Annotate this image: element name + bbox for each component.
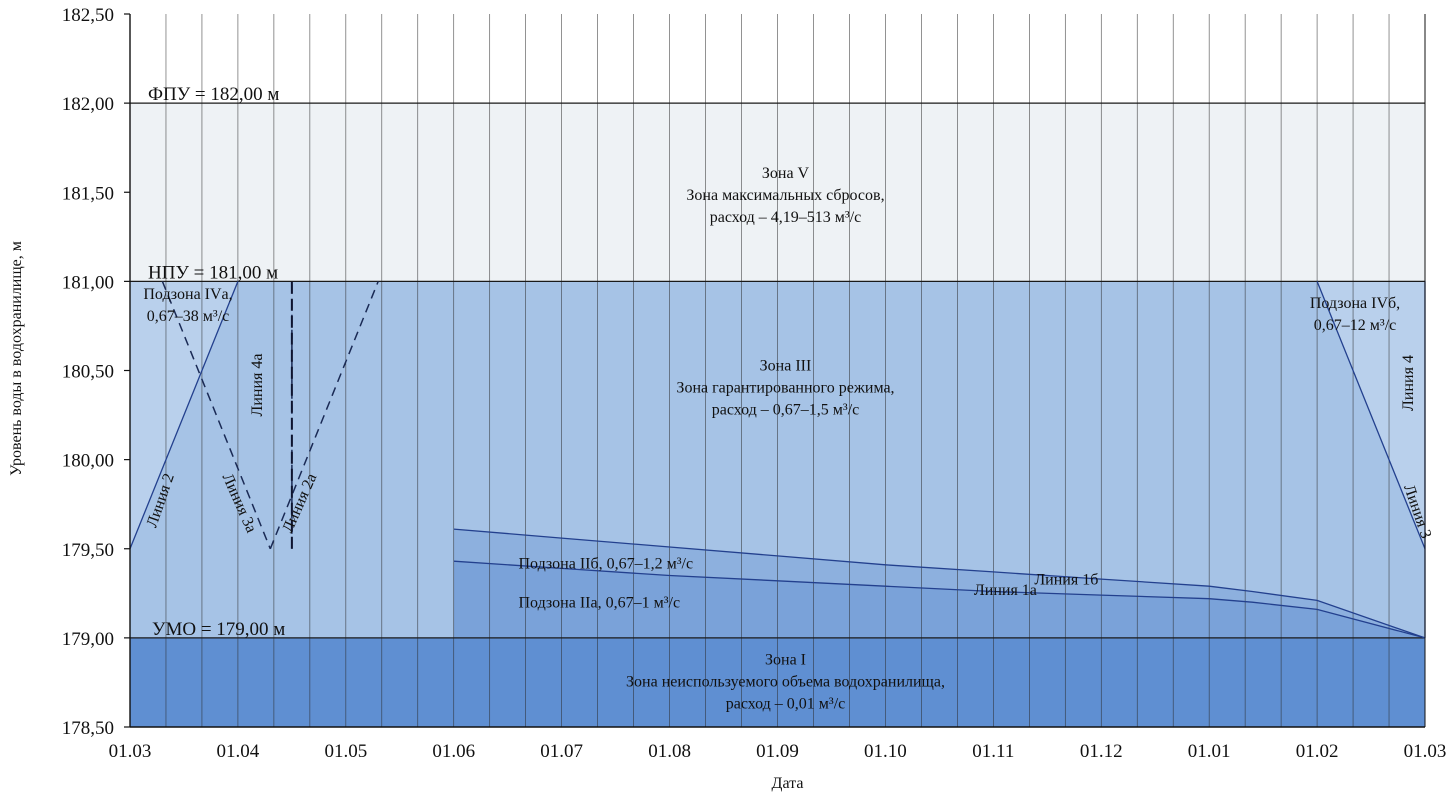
x-tick-label: 01.03 (1404, 741, 1447, 762)
series-Линия 1а (453, 560, 1426, 639)
x-tick-label: 01.12 (1080, 741, 1123, 762)
zone-text-sub_iva: Подзона IVа, (143, 286, 232, 303)
series-Линия 2а (269, 281, 379, 550)
x-tick-label: 01.04 (217, 741, 260, 762)
zone-text-zone_v: Зона V (762, 165, 810, 182)
x-tick-label: 01.09 (756, 741, 799, 762)
y-tick-label: 179,50 (62, 540, 114, 561)
level-label-npu: НПУ = 181,00 м (148, 262, 278, 283)
zone-text-sub_ivb: 0,67–12 м³/с (1314, 317, 1396, 334)
series-Линия 1б (453, 528, 1426, 639)
x-tick-label: 01.11 (972, 741, 1014, 762)
x-tick-label: 01.03 (109, 741, 152, 762)
level-label-fpu: ФПУ = 182,00 м (148, 84, 279, 105)
line-label-1b: Линия 1б (1034, 571, 1098, 588)
zone-text-sub_iia: Подзона IIа, 0,67–1 м³/с (519, 595, 681, 612)
series-Линия 3а (161, 281, 271, 550)
x-tick-label: 01.05 (324, 741, 367, 762)
x-axis-title: Дата (772, 775, 804, 792)
zone-text-zone_v: расход – 4,19–513 м³/с (710, 209, 862, 226)
axes (124, 13, 1426, 728)
zone-text-zone_i: Зона I (765, 652, 806, 669)
series-Линия 2 (129, 281, 239, 550)
y-tick-label: 182,50 (62, 5, 114, 26)
gridlines (130, 14, 1425, 727)
chart-text: 182,50 182,00 181,50 181,00 180,50 180,00 179,… (8, 5, 1446, 792)
x-tick-label: 01.07 (540, 741, 583, 762)
line-label: Линия 4а (249, 354, 266, 417)
zone-text-sub_iib: Подзона IIб, 0,67–1,2 м³/с (519, 555, 694, 572)
zone-text-zone_i: расход – 0,01 м³/с (726, 696, 846, 713)
x-tick-label: 01.06 (432, 741, 475, 762)
zone-text-zone_iii: Зона гарантированного режима, (676, 380, 894, 397)
y-tick-label: 181,50 (62, 183, 114, 204)
y-tick-label: 182,00 (62, 94, 114, 115)
series-Линия 3 (1316, 281, 1426, 550)
y-tick-label: 181,00 (62, 272, 114, 293)
y-tick-label: 179,00 (62, 629, 114, 650)
zone-text-sub_iva: 0,67–38 м³/с (147, 308, 229, 325)
x-tick-label: 01.02 (1296, 741, 1339, 762)
y-axis-title: Уровень воды в водохранилище, м (8, 241, 25, 476)
y-tick-label: 180,50 (62, 362, 114, 383)
line-label-1a: Линия 1а (974, 582, 1037, 599)
subzone-iib-fill (453, 529, 1425, 638)
zone-text-sub_ivb: Подзона IVб, (1310, 295, 1400, 312)
subzone-iia-fill (453, 561, 1425, 638)
y-tick-label: 180,00 (62, 451, 114, 472)
zone-text-zone_v: Зона максимальных сбросов, (686, 187, 884, 204)
x-tick-label: 01.10 (864, 741, 907, 762)
zone-text-zone_iii: расход – 0,67–1,5 м³/с (712, 402, 860, 419)
y-tick-label: 178,50 (62, 718, 114, 739)
zone-text-zone_i: Зона неиспользуемого объема водохранилищ… (626, 674, 945, 691)
zone-text-zone_iii: Зона III (760, 358, 812, 375)
x-tick-label: 01.01 (1188, 741, 1231, 762)
level-label-umo: УМО = 179,00 м (152, 619, 285, 640)
x-tick-label: 01.08 (648, 741, 691, 762)
line-label: Линия 4 (1400, 355, 1417, 411)
